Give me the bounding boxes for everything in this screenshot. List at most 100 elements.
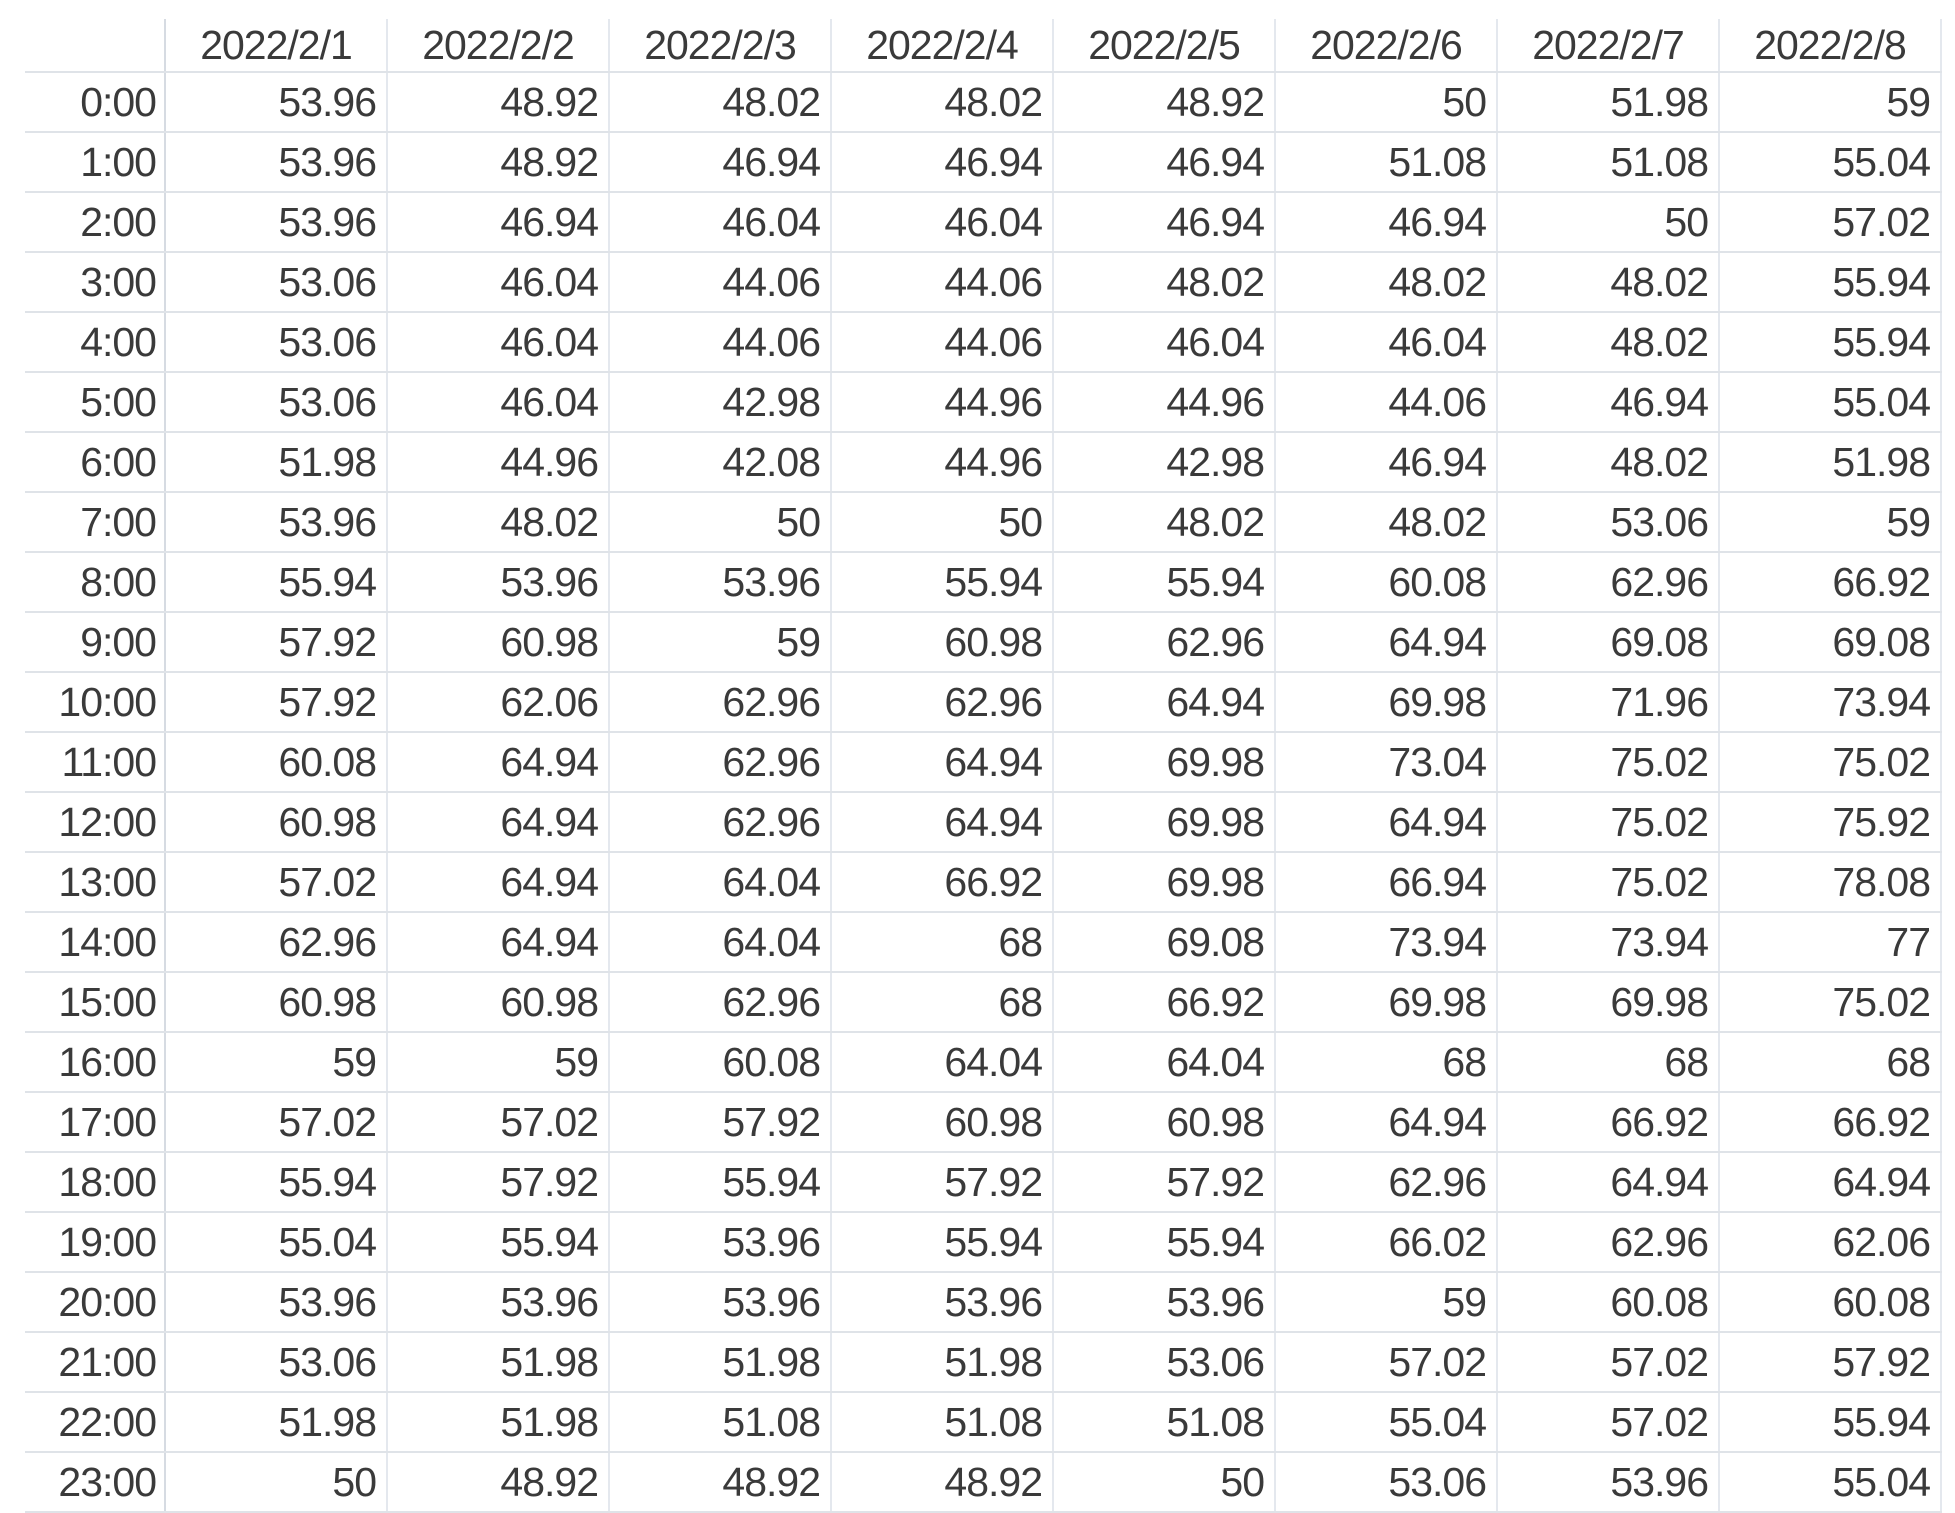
table-cell[interactable]: 48.02 <box>1053 252 1276 313</box>
table-cell[interactable]: 62.96 <box>609 732 832 793</box>
row-header-time[interactable]: 23:00 <box>25 1452 166 1513</box>
table-cell[interactable]: 59 <box>1719 492 1942 553</box>
table-cell[interactable]: 53.06 <box>165 252 388 313</box>
table-cell[interactable]: 57.02 <box>387 1092 610 1153</box>
table-cell[interactable]: 46.94 <box>609 132 832 193</box>
table-cell[interactable]: 46.04 <box>387 372 610 433</box>
table-cell[interactable]: 75.02 <box>1497 852 1720 913</box>
table-cell[interactable]: 46.04 <box>1275 312 1498 373</box>
table-cell[interactable]: 53.96 <box>165 132 388 193</box>
column-header[interactable]: 2022/2/4 <box>831 19 1054 73</box>
table-cell[interactable]: 51.98 <box>387 1332 610 1393</box>
table-cell[interactable]: 57.02 <box>1497 1392 1720 1453</box>
table-cell[interactable]: 55.94 <box>831 552 1054 613</box>
table-cell[interactable]: 53.96 <box>1497 1452 1720 1513</box>
corner-cell[interactable] <box>25 19 166 73</box>
table-cell[interactable]: 60.08 <box>1275 552 1498 613</box>
table-cell[interactable]: 60.98 <box>1053 1092 1276 1153</box>
table-cell[interactable]: 73.04 <box>1275 732 1498 793</box>
table-cell[interactable]: 64.94 <box>387 792 610 853</box>
table-cell[interactable]: 44.96 <box>831 372 1054 433</box>
table-cell[interactable]: 48.02 <box>831 72 1054 133</box>
table-cell[interactable]: 64.04 <box>1053 1032 1276 1093</box>
table-cell[interactable]: 68 <box>831 972 1054 1033</box>
table-cell[interactable]: 60.98 <box>831 612 1054 673</box>
table-cell[interactable]: 62.96 <box>1275 1152 1498 1213</box>
table-cell[interactable]: 51.08 <box>1497 132 1720 193</box>
table-cell[interactable]: 75.02 <box>1497 792 1720 853</box>
table-cell[interactable]: 66.92 <box>831 852 1054 913</box>
table-cell[interactable]: 50 <box>609 492 832 553</box>
table-cell[interactable]: 53.06 <box>165 312 388 373</box>
table-cell[interactable]: 62.06 <box>387 672 610 733</box>
table-cell[interactable]: 42.08 <box>609 432 832 493</box>
row-header-time[interactable]: 20:00 <box>25 1272 166 1333</box>
table-cell[interactable]: 69.08 <box>1719 612 1942 673</box>
table-cell[interactable]: 64.04 <box>831 1032 1054 1093</box>
column-header[interactable]: 2022/2/2 <box>387 19 610 73</box>
row-header-time[interactable]: 12:00 <box>25 792 166 853</box>
table-cell[interactable]: 53.96 <box>609 1212 832 1273</box>
table-cell[interactable]: 53.96 <box>387 552 610 613</box>
table-cell[interactable]: 55.94 <box>1719 252 1942 313</box>
table-cell[interactable]: 59 <box>387 1032 610 1093</box>
table-cell[interactable]: 59 <box>1719 72 1942 133</box>
row-header-time[interactable]: 14:00 <box>25 912 166 973</box>
table-cell[interactable]: 44.06 <box>609 312 832 373</box>
column-header[interactable]: 2022/2/6 <box>1275 19 1498 73</box>
table-cell[interactable]: 55.94 <box>609 1152 832 1213</box>
table-cell[interactable]: 53.96 <box>387 1272 610 1333</box>
table-cell[interactable]: 55.04 <box>1719 1452 1942 1513</box>
table-cell[interactable]: 48.92 <box>1053 72 1276 133</box>
table-cell[interactable]: 62.96 <box>609 672 832 733</box>
row-header-time[interactable]: 22:00 <box>25 1392 166 1453</box>
table-cell[interactable]: 55.94 <box>831 1212 1054 1273</box>
table-cell[interactable]: 69.98 <box>1275 672 1498 733</box>
table-cell[interactable]: 55.04 <box>165 1212 388 1273</box>
row-header-time[interactable]: 6:00 <box>25 432 166 493</box>
table-cell[interactable]: 51.98 <box>831 1332 1054 1393</box>
row-header-time[interactable]: 0:00 <box>25 72 166 133</box>
table-cell[interactable]: 53.06 <box>1275 1452 1498 1513</box>
table-cell[interactable]: 53.06 <box>1053 1332 1276 1393</box>
table-cell[interactable]: 69.98 <box>1497 972 1720 1033</box>
table-cell[interactable]: 53.06 <box>1497 492 1720 553</box>
table-cell[interactable]: 55.04 <box>1275 1392 1498 1453</box>
table-cell[interactable]: 55.94 <box>1053 1212 1276 1273</box>
table-cell[interactable]: 46.94 <box>387 192 610 253</box>
table-cell[interactable]: 55.94 <box>387 1212 610 1273</box>
table-cell[interactable]: 64.04 <box>609 912 832 973</box>
table-cell[interactable]: 66.02 <box>1275 1212 1498 1273</box>
table-cell[interactable]: 51.08 <box>609 1392 832 1453</box>
table-cell[interactable]: 53.96 <box>831 1272 1054 1333</box>
table-cell[interactable]: 48.02 <box>609 72 832 133</box>
table-cell[interactable]: 53.96 <box>165 72 388 133</box>
table-cell[interactable]: 57.92 <box>609 1092 832 1153</box>
table-cell[interactable]: 69.98 <box>1053 732 1276 793</box>
table-cell[interactable]: 68 <box>1719 1032 1942 1093</box>
table-cell[interactable]: 48.92 <box>387 132 610 193</box>
table-cell[interactable]: 53.96 <box>609 552 832 613</box>
row-header-time[interactable]: 16:00 <box>25 1032 166 1093</box>
table-cell[interactable]: 57.02 <box>1497 1332 1720 1393</box>
table-cell[interactable]: 46.94 <box>1275 432 1498 493</box>
table-cell[interactable]: 66.92 <box>1053 972 1276 1033</box>
table-cell[interactable]: 59 <box>1275 1272 1498 1333</box>
table-cell[interactable]: 73.94 <box>1497 912 1720 973</box>
table-cell[interactable]: 62.96 <box>1497 552 1720 613</box>
table-cell[interactable]: 51.98 <box>1719 432 1942 493</box>
row-header-time[interactable]: 13:00 <box>25 852 166 913</box>
table-cell[interactable]: 64.94 <box>1275 612 1498 673</box>
row-header-time[interactable]: 11:00 <box>25 732 166 793</box>
table-cell[interactable]: 48.02 <box>1275 252 1498 313</box>
table-cell[interactable]: 60.98 <box>831 1092 1054 1153</box>
table-cell[interactable]: 55.94 <box>1719 1392 1942 1453</box>
column-header[interactable]: 2022/2/7 <box>1497 19 1720 73</box>
table-cell[interactable]: 57.92 <box>387 1152 610 1213</box>
row-header-time[interactable]: 15:00 <box>25 972 166 1033</box>
table-cell[interactable]: 64.94 <box>1719 1152 1942 1213</box>
table-cell[interactable]: 53.96 <box>609 1272 832 1333</box>
table-cell[interactable]: 44.06 <box>831 252 1054 313</box>
table-cell[interactable]: 51.08 <box>831 1392 1054 1453</box>
table-cell[interactable]: 46.04 <box>387 252 610 313</box>
